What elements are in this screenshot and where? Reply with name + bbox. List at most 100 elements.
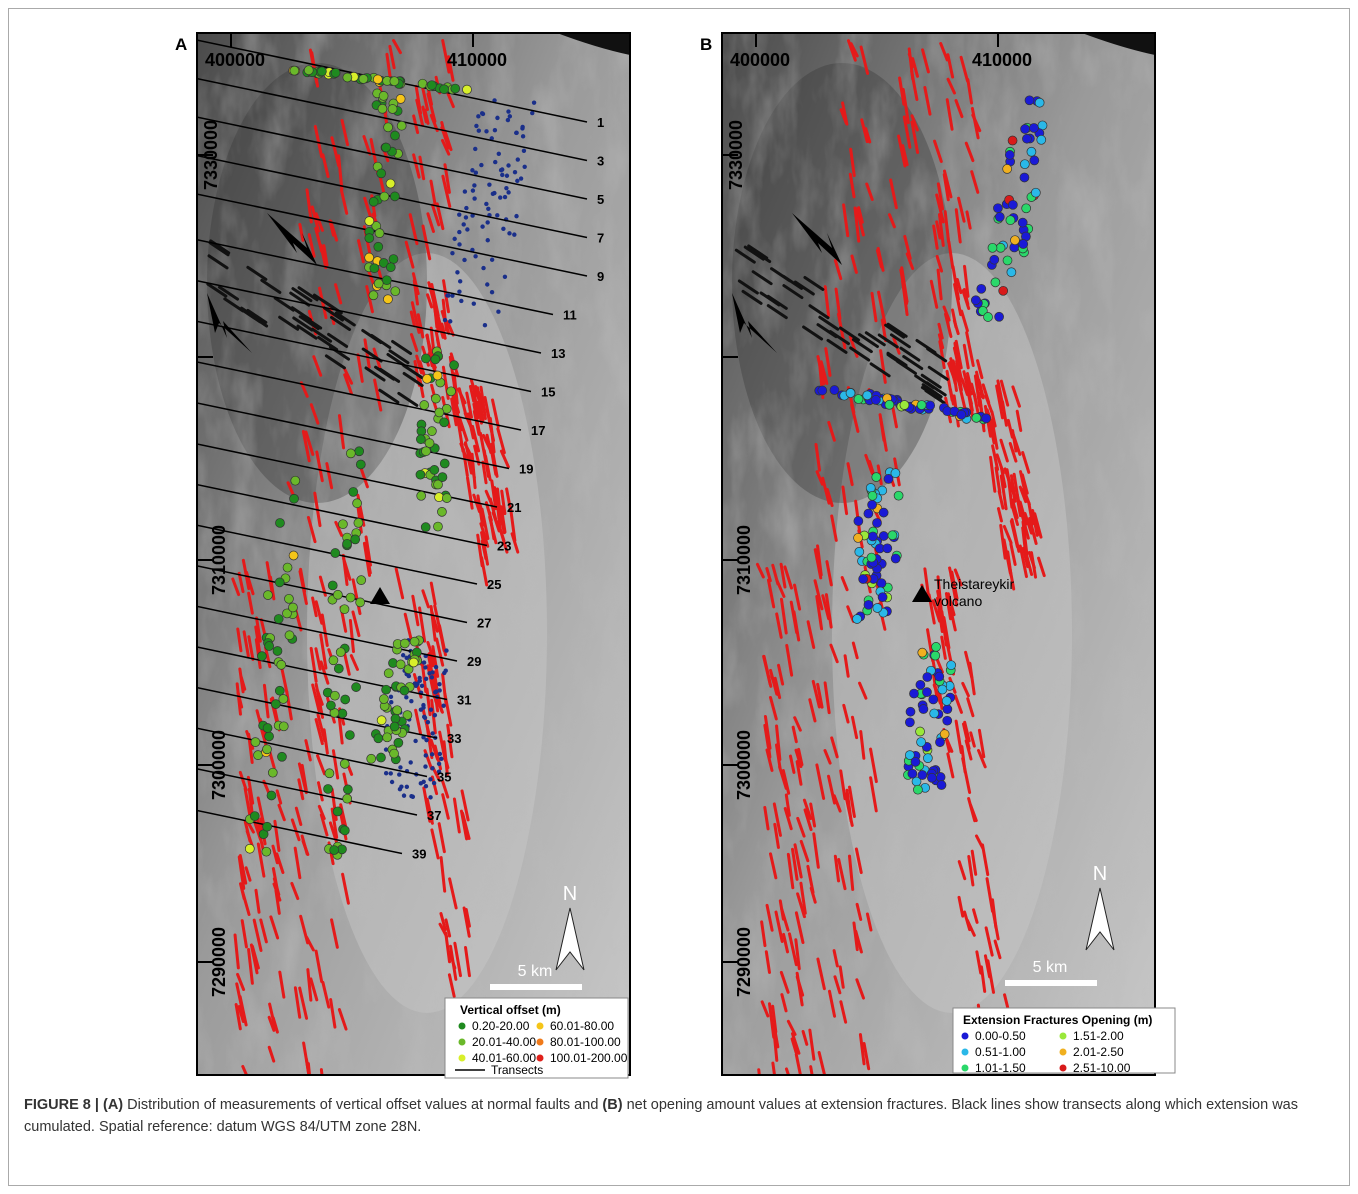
fracture — [530, 110, 535, 116]
measurement — [244, 843, 255, 854]
fault-line — [965, 372, 973, 390]
fracture — [421, 705, 426, 710]
measurement — [358, 74, 369, 84]
fault-line — [936, 589, 944, 619]
fault-line — [984, 393, 994, 414]
measurement — [871, 395, 881, 405]
measurement — [356, 575, 367, 585]
measurement — [913, 784, 923, 795]
fracture — [399, 784, 404, 789]
fault-line — [370, 333, 392, 349]
fracture — [450, 250, 455, 256]
measurement — [369, 263, 380, 274]
fracture — [480, 224, 485, 229]
legend-box — [952, 1007, 1176, 1074]
fault-line — [430, 203, 441, 227]
fault-line — [1018, 544, 1028, 579]
fault-line — [241, 558, 251, 591]
fault-line — [775, 579, 786, 598]
fault-line — [816, 355, 826, 386]
measurement — [925, 400, 936, 411]
measurement — [345, 592, 356, 603]
fault-line — [392, 39, 402, 55]
fracture — [512, 232, 517, 237]
fracture — [485, 238, 490, 243]
fault-line — [838, 326, 860, 342]
fracture — [515, 178, 520, 184]
transect-number: 7 — [597, 231, 604, 246]
fault-line — [314, 600, 324, 625]
fault-line — [935, 656, 944, 674]
measurement — [976, 283, 987, 294]
fault-line — [774, 910, 784, 943]
fracture — [389, 700, 394, 705]
fault-line — [979, 965, 987, 993]
fracture — [506, 163, 511, 168]
fault-line — [408, 213, 419, 246]
fault-line — [784, 793, 791, 817]
fracture — [502, 274, 508, 279]
fault-line — [319, 633, 328, 670]
fracture — [425, 719, 431, 725]
fracture — [432, 712, 438, 718]
fault-line — [305, 935, 315, 952]
fault-line — [780, 993, 788, 1013]
fault-line — [833, 854, 841, 883]
fault-line — [301, 429, 311, 463]
y-coordinate: 7300000 — [209, 730, 229, 800]
measurement — [942, 704, 953, 715]
measurement — [333, 589, 343, 600]
legend-label: 60.01-80.00 — [550, 1019, 614, 1033]
measurement — [829, 385, 840, 395]
fracture — [455, 270, 460, 275]
fault-line — [442, 740, 449, 776]
fault-line — [297, 286, 319, 302]
fault-line — [319, 660, 330, 685]
fault-line — [966, 77, 974, 105]
caption-part: (A) — [103, 1097, 124, 1113]
fault-line — [806, 864, 815, 894]
fault-line — [298, 986, 309, 1020]
fracture — [409, 699, 414, 704]
fault-line — [362, 134, 372, 156]
fault-line — [328, 821, 339, 846]
fault-line — [420, 662, 428, 694]
fault-line — [951, 308, 958, 329]
fault-line — [955, 359, 963, 392]
fracture — [481, 265, 486, 271]
measurement — [910, 757, 921, 767]
measurement — [994, 311, 1004, 322]
fault-line — [435, 202, 445, 231]
fault-line — [775, 612, 783, 639]
fault-line — [948, 606, 957, 632]
caption-label: FIGURE 8 | — [24, 1097, 99, 1113]
fault-line — [235, 682, 242, 716]
caption-text: net opening amount values at extension f… — [24, 1097, 1298, 1135]
measurement — [1036, 134, 1047, 145]
measurement — [275, 518, 285, 528]
measurement — [400, 638, 410, 649]
fault-line — [795, 760, 803, 786]
fault-line — [416, 313, 425, 339]
fault-line — [868, 460, 876, 476]
fault-line — [317, 335, 339, 351]
legend-marker — [458, 1054, 466, 1062]
fault-line — [275, 852, 285, 875]
measurement — [274, 685, 285, 696]
panel-label: B — [700, 35, 712, 54]
measurement — [395, 94, 406, 104]
measurement — [1019, 172, 1030, 183]
fault-line — [341, 872, 350, 905]
legend-marker — [458, 1022, 466, 1030]
fault-line — [846, 462, 854, 487]
fracture — [507, 231, 512, 236]
measurement — [262, 821, 272, 832]
fault-line — [444, 931, 452, 964]
fault-line — [864, 127, 872, 144]
measurement — [876, 578, 887, 589]
measurement — [382, 732, 392, 743]
fault-line — [781, 769, 791, 795]
measurement — [929, 708, 940, 719]
fault-line — [241, 1064, 249, 1075]
fault-line — [343, 367, 354, 385]
